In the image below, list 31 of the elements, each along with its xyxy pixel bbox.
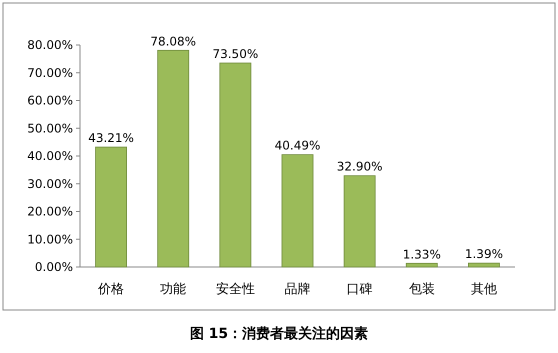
y-tick-label: 30.00% [27,176,73,191]
data-label: 73.50% [212,47,258,62]
x-tick-label: 口碑 [346,282,373,297]
x-tick-label: 价格 [97,282,124,297]
y-tick-label: 80.00% [27,38,73,52]
data-label: 1.33% [402,247,441,262]
data-label: 43.21% [88,131,134,146]
bar [344,175,376,268]
bar [219,62,252,268]
data-label: 32.90% [336,160,383,174]
y-tick-label: 60.00% [27,94,73,108]
bar [468,262,500,268]
bar [282,154,314,268]
bar [95,146,128,268]
data-label: 40.49% [274,138,320,153]
data-label: 78.08% [150,34,196,48]
text: 图 15：消费者最关注的因素 [190,325,368,342]
x-tick-label: 包装 [408,282,435,297]
bar [406,262,438,268]
y-tick-label: 20.00% [27,204,73,218]
x-tick-label: 安全性 [216,281,255,297]
y-tick-label: 0.00% [34,260,73,274]
y-tick-label: 40.00% [27,149,73,163]
x-tick-label: 品牌 [284,282,310,297]
y-tick-label: 70.00% [27,66,73,80]
data-label: 1.39% [464,247,503,262]
y-tick-label: 50.00% [27,121,73,136]
bar [157,50,190,268]
x-tick-label: 功能 [160,282,186,297]
y-tick-label: 10.00% [27,232,73,246]
x-tick-label: 其他 [470,282,497,297]
